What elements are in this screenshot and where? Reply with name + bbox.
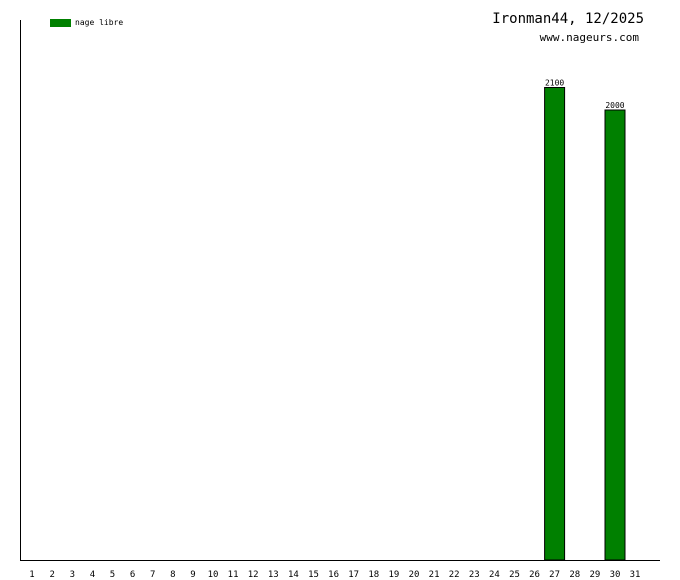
x-tick-label: 27 — [549, 570, 560, 580]
x-tick-label: 3 — [70, 570, 75, 580]
x-tick-label: 6 — [130, 570, 135, 580]
x-tick-label: 26 — [529, 570, 540, 580]
x-tick-label: 23 — [469, 570, 480, 580]
x-tick-label: 29 — [589, 570, 600, 580]
x-tick-label: 13 — [268, 570, 279, 580]
x-tick-label: 18 — [368, 570, 379, 580]
legend-label: nage libre — [75, 18, 123, 27]
x-tick-label: 1 — [29, 570, 34, 580]
x-tick-label: 24 — [489, 570, 500, 580]
x-tick-label: 7 — [150, 570, 155, 580]
bar-value-label: 2000 — [605, 101, 624, 110]
legend-swatch — [50, 19, 71, 27]
x-tick-label: 11 — [228, 570, 239, 580]
x-tick-label: 30 — [610, 570, 621, 580]
x-tick-label: 21 — [429, 570, 440, 580]
x-tick-label: 10 — [208, 570, 219, 580]
bars-group: 2100 2000 — [544, 79, 626, 561]
x-tick-label: 17 — [348, 570, 359, 580]
x-tick-label: 15 — [308, 570, 319, 580]
x-tick-label: 8 — [170, 570, 175, 580]
x-tick-label: 9 — [190, 570, 195, 580]
bar — [604, 109, 626, 561]
x-tick-label: 25 — [509, 570, 520, 580]
x-tick-label: 14 — [288, 570, 299, 580]
chart-title: Ironman44, 12/2025 — [492, 11, 644, 27]
x-tick-label: 16 — [328, 570, 339, 580]
x-tick-label: 22 — [449, 570, 460, 580]
x-tick-label: 28 — [569, 570, 580, 580]
x-tick-label: 4 — [90, 570, 95, 580]
bar — [544, 87, 566, 561]
bar-value-label: 2100 — [545, 79, 564, 88]
x-tick-label: 31 — [630, 570, 641, 580]
x-tick-label: 2 — [49, 570, 54, 580]
x-tick-label: 12 — [248, 570, 259, 580]
x-tick-label: 19 — [388, 570, 399, 580]
x-tick-label: 5 — [110, 570, 115, 580]
site-url: www.nageurs.com — [540, 31, 640, 44]
x-tick-label: 20 — [409, 570, 420, 580]
x-tick-labels: 1 2 3 4 5 6 7 8 9 10 11 12 13 14 15 16 17 18 19 20 21 22 23 24 2… — [29, 570, 640, 580]
